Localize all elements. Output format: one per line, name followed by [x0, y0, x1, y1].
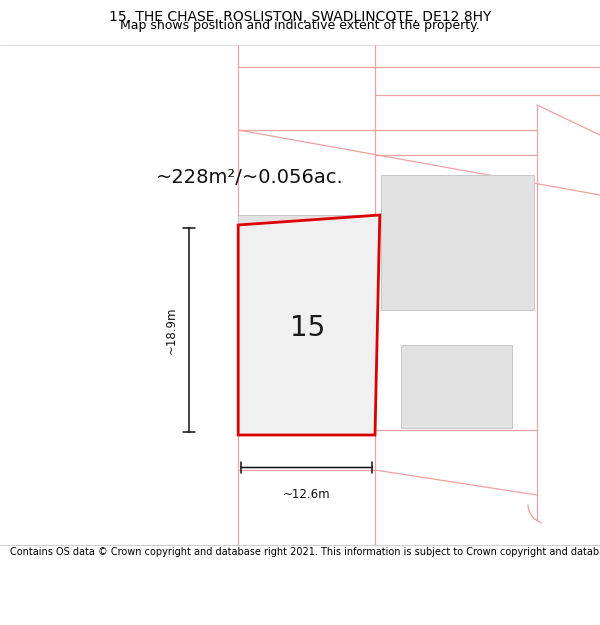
Bar	[381, 175, 534, 310]
Bar	[238, 215, 377, 320]
Text: ~12.6m: ~12.6m	[283, 489, 331, 501]
Bar	[401, 345, 512, 428]
Text: Map shows position and indicative extent of the property.: Map shows position and indicative extent…	[120, 19, 480, 32]
Text: Contains OS data © Crown copyright and database right 2021. This information is : Contains OS data © Crown copyright and d…	[10, 548, 600, 558]
Polygon shape	[238, 215, 380, 435]
Text: ~228m²/~0.056ac.: ~228m²/~0.056ac.	[156, 168, 344, 187]
Text: ~18.9m: ~18.9m	[164, 306, 178, 354]
Text: 15: 15	[290, 314, 325, 341]
Text: 15, THE CHASE, ROSLISTON, SWADLINCOTE, DE12 8HY: 15, THE CHASE, ROSLISTON, SWADLINCOTE, D…	[109, 10, 491, 24]
